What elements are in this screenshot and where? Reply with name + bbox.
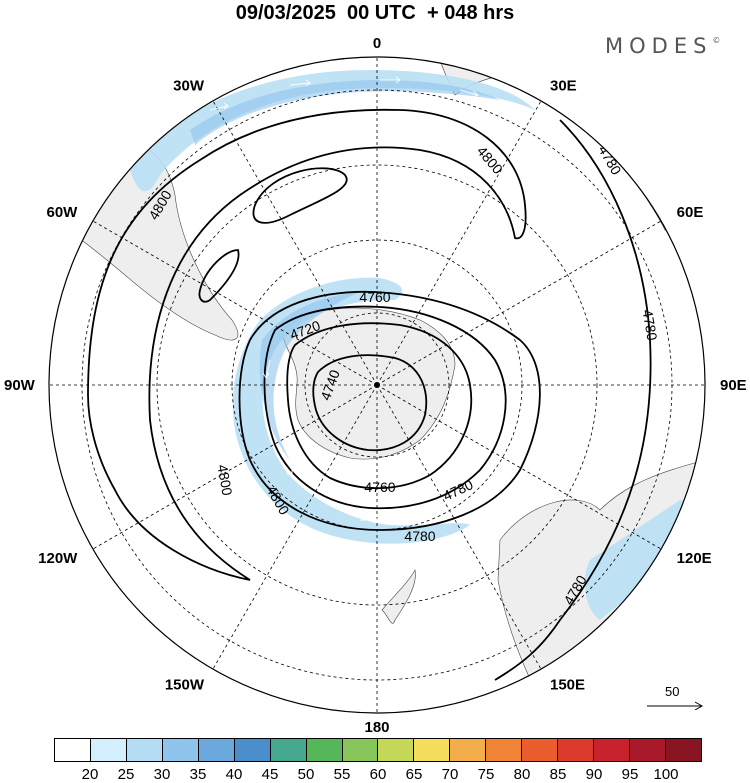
- meridian-line: [376, 384, 542, 670]
- meridian-label: 180: [364, 719, 389, 735]
- colorbar-tick-label: 85: [549, 766, 567, 783]
- colorbar-swatch: [126, 739, 163, 761]
- colorbar-swatch: [55, 739, 91, 761]
- colorbar-tick-label: 35: [189, 766, 207, 783]
- meridian-label: 150E: [550, 677, 585, 694]
- contour-4740: [286, 322, 473, 490]
- meridian-label: 120E: [677, 550, 712, 567]
- contour-label: 4760: [364, 479, 395, 495]
- contour-4780-vortex: [238, 290, 541, 531]
- brand-logo: MODES©: [605, 34, 721, 58]
- meridian-lines: [49, 57, 705, 713]
- contour-4720: [312, 354, 428, 452]
- colorbar-swatch: [378, 739, 415, 761]
- colorbar-swatch: [342, 739, 379, 761]
- map-title: 09/03/2025 00 UTC + 048 hrs: [235, 2, 515, 24]
- colorbar-swatch: [198, 739, 235, 761]
- colorbar-swatch: [522, 739, 559, 761]
- colorbar-tick-label: 90: [585, 766, 603, 783]
- meridian-line: [376, 384, 662, 550]
- meridian-line: [212, 384, 378, 670]
- meridian-label: 0: [373, 35, 381, 52]
- map-boundary: [48, 56, 706, 714]
- colorbar-swatch: [594, 739, 630, 761]
- meridian-line: [92, 220, 378, 386]
- meridian-label: 60E: [677, 204, 704, 221]
- contour-4800-small: [198, 249, 240, 303]
- contour-label: 4800: [214, 463, 235, 497]
- colorbar-swatch: [558, 739, 595, 761]
- colorbar-swatch: [90, 739, 127, 761]
- colorbar-swatch: [162, 739, 199, 761]
- colorbar-ticks: 20 25 30 35 40 45 50 55 60 65 70 75 80 85 90 95 100: [0, 766, 750, 783]
- contour-label: 4780: [441, 476, 476, 504]
- meridian-label: 90E: [720, 377, 747, 394]
- colorbar-swatch: [450, 739, 487, 761]
- colorbar-tick-label: 40: [225, 766, 243, 783]
- meridian-label: 30E: [550, 77, 577, 94]
- jet-band-north: [130, 70, 535, 192]
- colorbar-tick-label: 60: [369, 766, 387, 783]
- contour-label: 4780: [404, 528, 435, 544]
- colorbar-tick-label: 100: [653, 766, 679, 783]
- reference-arrow-icon: [647, 701, 704, 710]
- contour-label: 4760: [359, 289, 390, 305]
- height-contours: [87, 108, 652, 681]
- colorbar-tick-label: 20: [81, 766, 99, 783]
- meridian-label: 90W: [4, 377, 36, 394]
- colorbar-tick-label: 95: [621, 766, 639, 783]
- meridian-label: 120W: [38, 550, 78, 567]
- landmass-antarctic-peninsula: [282, 307, 456, 460]
- contour-label: 4780: [639, 308, 660, 342]
- contour-4800-outer: [87, 108, 527, 581]
- colorbar-tick-label: 80: [513, 766, 531, 783]
- colorbar-tick-label: 55: [333, 766, 351, 783]
- meridian-label: 60W: [47, 204, 79, 221]
- colorbar-tick-label: 50: [297, 766, 315, 783]
- colorbar-swatch: [630, 739, 666, 761]
- colorbar-swatch: [270, 739, 307, 761]
- colorbar-swatch: [234, 739, 271, 761]
- meridian-line: [376, 100, 542, 386]
- colorbar-swatch: [414, 739, 451, 761]
- colorbar-tick-label: 45: [261, 766, 279, 783]
- colorbar-tick-label: 65: [405, 766, 423, 783]
- wind-speed-core: [190, 80, 500, 460]
- colorbar-tick-label: 25: [117, 766, 135, 783]
- colorbar-tick-label: 75: [477, 766, 495, 783]
- wind-arrows: [209, 76, 479, 524]
- meridian-label: 30W: [173, 77, 205, 94]
- colorbar-tick-label: 70: [441, 766, 459, 783]
- meridian-line: [212, 100, 378, 386]
- reference-vector-value: 50: [665, 684, 680, 699]
- contour-4800-loop: [252, 167, 348, 224]
- meridian-labels: 0 30E 60E 90E 120E 150E 180 150W 120W 90W 60W 30W: [4, 35, 747, 735]
- meridian-label: 150W: [165, 677, 205, 694]
- south-pole-marker: [374, 382, 380, 388]
- contour-4760: [263, 305, 507, 510]
- landmass-new-zealand: [381, 569, 416, 624]
- meridian-line: [92, 384, 378, 550]
- colorbar: [54, 738, 702, 762]
- colorbar-swatch: [306, 739, 343, 761]
- reference-vector: 50: [645, 684, 707, 710]
- contour-4780-east: [494, 119, 652, 681]
- meridian-line: [376, 220, 662, 386]
- colorbar-tick-label: 30: [153, 766, 171, 783]
- colorbar-swatch: [665, 739, 701, 761]
- colorbar-swatch: [486, 739, 523, 761]
